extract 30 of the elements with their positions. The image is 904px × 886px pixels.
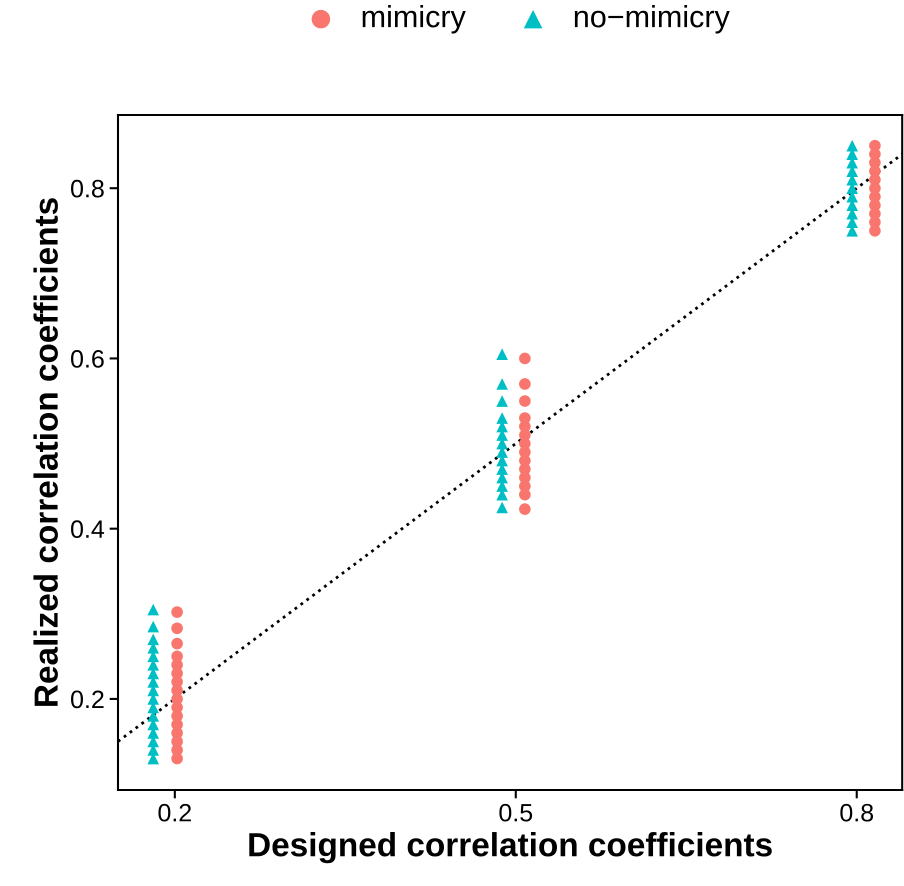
point: [147, 634, 160, 646]
point: [519, 352, 531, 364]
legend-label: no−mimicry: [574, 5, 730, 34]
y-tick-label: 0.2: [71, 690, 104, 708]
y-tick-label: 0.8: [71, 180, 104, 198]
point: [147, 620, 160, 632]
y-axis-title: Realized correlation coefficients: [33, 198, 58, 706]
point: [846, 140, 858, 152]
y-tick-label: 0.4: [71, 520, 104, 538]
point: [496, 502, 508, 514]
point: [496, 412, 508, 424]
point: [171, 638, 183, 650]
point: [519, 395, 531, 407]
point: [171, 622, 183, 634]
point: [496, 395, 508, 407]
point: [496, 378, 508, 390]
point: [171, 606, 183, 618]
point: [519, 412, 531, 424]
point: [171, 650, 183, 662]
x-tick-label: 0.5: [499, 804, 532, 822]
point: [519, 503, 531, 515]
point: [519, 378, 531, 390]
x-axis-title: Designed correlation coefficients: [249, 832, 772, 864]
x-tick-label: 0.8: [840, 804, 874, 822]
y-tick-label: 0.6: [71, 350, 104, 368]
x-tick-label: 0.2: [158, 804, 191, 822]
point: [496, 348, 508, 360]
point: [869, 140, 881, 152]
legend-label: mimicry: [362, 5, 466, 34]
point: [147, 604, 160, 616]
